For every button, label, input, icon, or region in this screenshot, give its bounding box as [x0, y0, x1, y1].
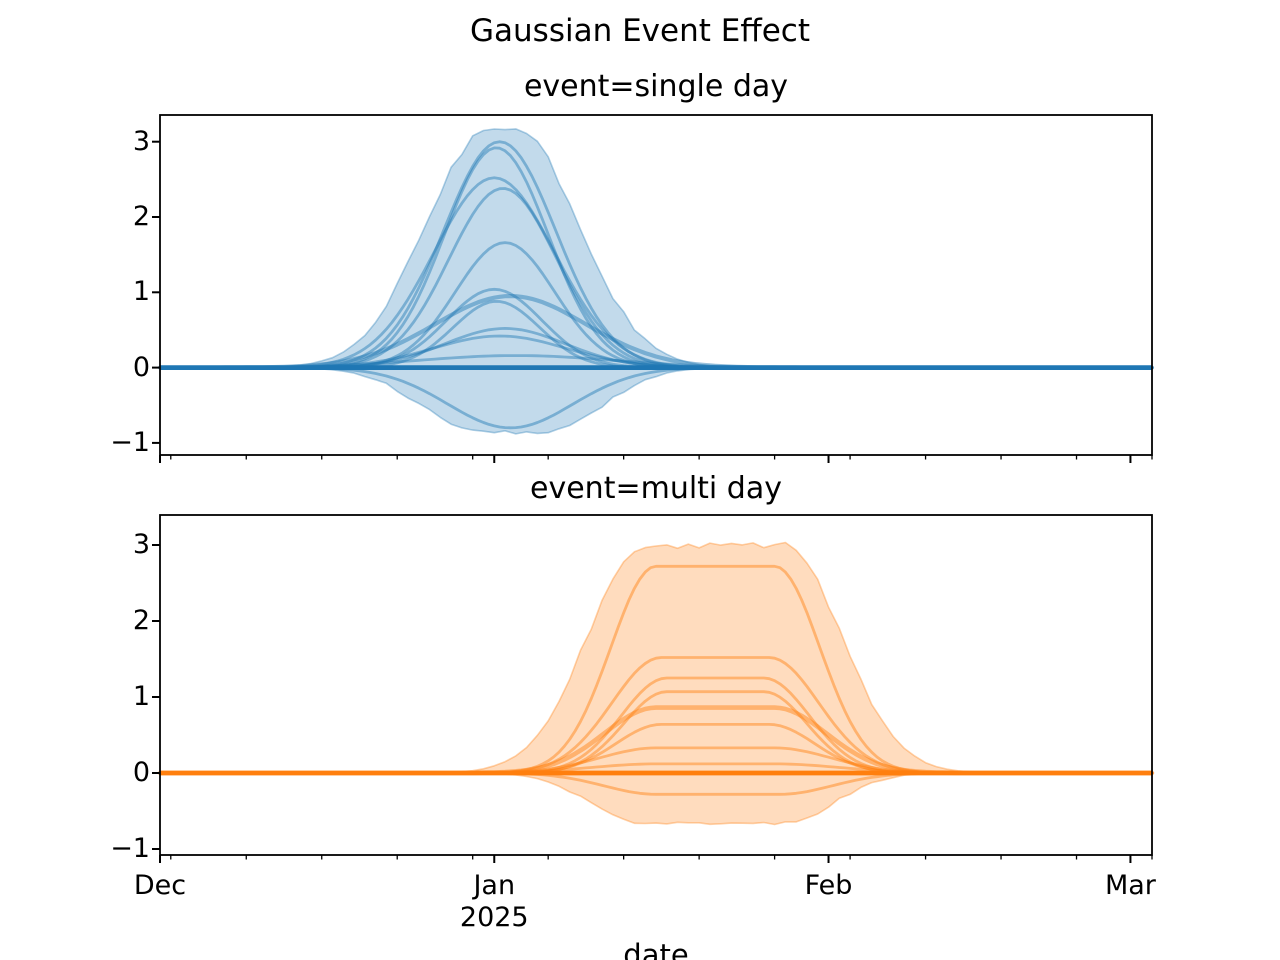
x-tick-label: Mar: [1104, 870, 1156, 901]
y-tick-label: 0: [132, 756, 150, 788]
facet-title-single-day: event=single day: [523, 69, 789, 104]
y-tick-label: −1: [110, 832, 150, 864]
y-tick-label: 3: [132, 528, 150, 560]
facet-title-multi-day: event=multi day: [530, 471, 782, 506]
axes-spines: [159, 514, 1153, 856]
uncertainty-band: [159, 541, 1153, 826]
y-tick-label: 3: [132, 125, 150, 157]
x-axis-label: date: [623, 938, 689, 960]
gaussian-sample-curve: [158, 176, 1154, 369]
y-tick-label: 2: [132, 200, 150, 232]
figure-title: Gaussian Event Effect: [470, 13, 810, 49]
x-axis-year-label: 2025: [459, 902, 529, 933]
y-tick-label: 2: [132, 604, 150, 636]
uncertainty-band: [159, 128, 1153, 435]
y-tick-label: 1: [132, 276, 150, 308]
x-tick-label: Dec: [133, 870, 187, 901]
gaussian-sample-curve: [157, 294, 1155, 370]
x-tick-label: Jan: [473, 870, 516, 901]
gaussian-sample-curve: [158, 187, 1154, 369]
x-tick-label: Feb: [804, 870, 853, 901]
axes-spines: [159, 114, 1153, 456]
y-tick-label: −1: [110, 426, 150, 458]
gaussian-sample-curve: [158, 140, 1154, 369]
multi-day-plot: [152, 514, 1155, 863]
single-day-plot: [152, 114, 1155, 463]
gaussian-sample-curve: [158, 146, 1154, 369]
y-tick-label: 1: [132, 680, 150, 712]
y-tick-label: 0: [132, 351, 150, 383]
